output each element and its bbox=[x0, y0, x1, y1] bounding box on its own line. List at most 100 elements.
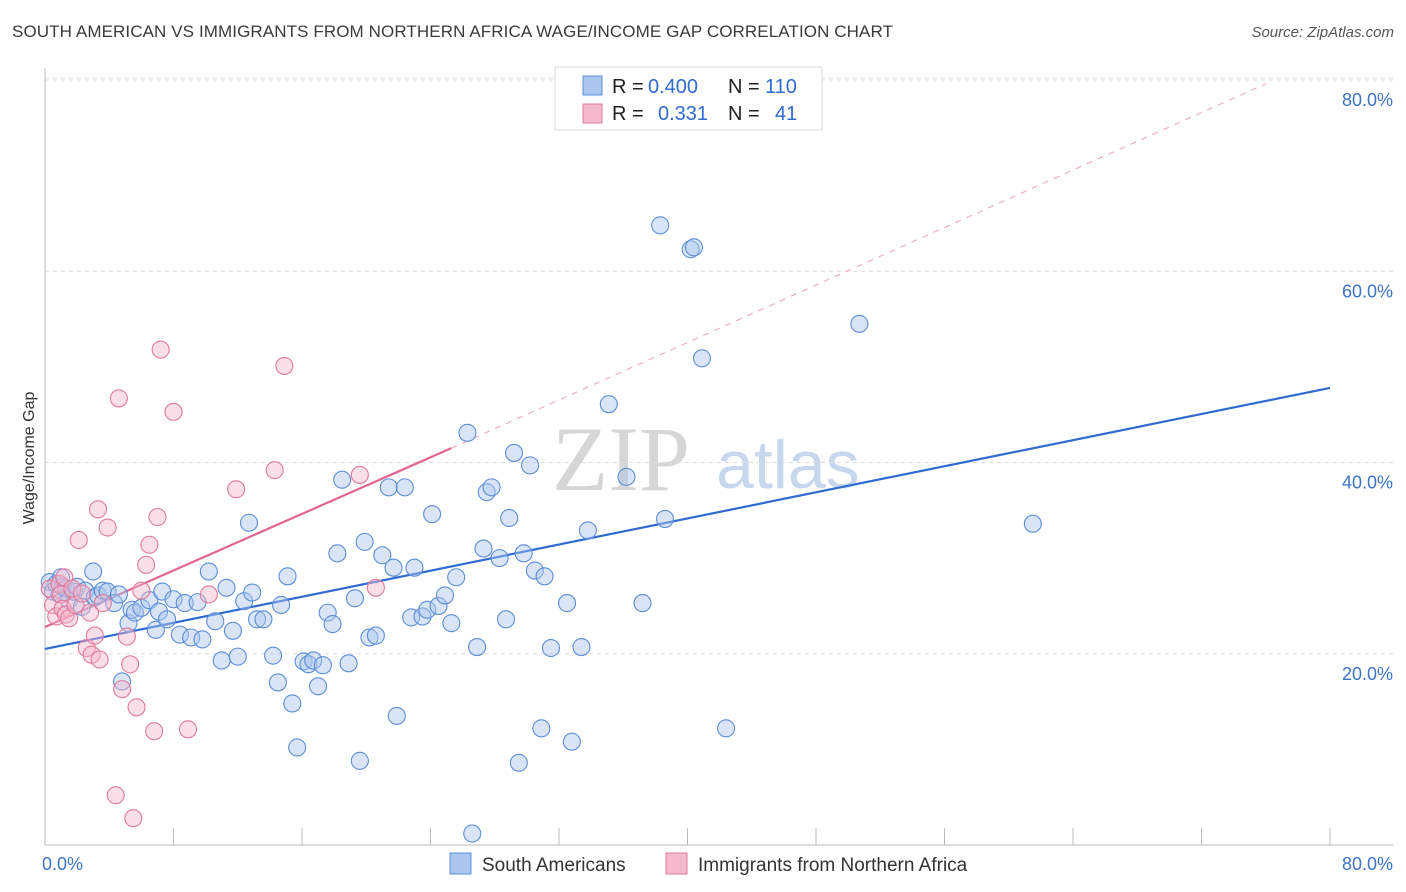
legend-n-value-1: 110 bbox=[765, 76, 797, 98]
northern-africa-point-37 bbox=[227, 480, 246, 499]
axes bbox=[44, 68, 1393, 846]
y-tick-label-80: 80.0% bbox=[1342, 90, 1393, 110]
legend-r-value-2: 0.331 bbox=[658, 103, 708, 125]
south-americans-point-76 bbox=[423, 505, 442, 524]
northern-africa-point-30 bbox=[140, 535, 159, 554]
south-americans-point-87 bbox=[490, 549, 509, 568]
northern-africa-point-14 bbox=[80, 603, 100, 622]
south-americans-point-89 bbox=[500, 508, 519, 528]
legend-n-value-2: 41 bbox=[775, 103, 797, 125]
chart-title: SOUTH AMERICAN VS IMMIGRANTS FROM NORTHE… bbox=[12, 22, 894, 41]
y-tick-label-60: 60.0% bbox=[1342, 281, 1393, 301]
south-americans-point-84 bbox=[474, 539, 493, 558]
south-americans-point-81 bbox=[458, 423, 477, 442]
south-americans-point-56 bbox=[313, 656, 332, 675]
south-americans-point-12 bbox=[84, 562, 103, 581]
south-americans-point-28 bbox=[158, 610, 177, 629]
south-americans-point-103 bbox=[617, 467, 636, 486]
south-americans-point-75 bbox=[418, 600, 437, 619]
legend-r-label-2: R = bbox=[612, 103, 644, 125]
stats-legend: R = 0.400 N = 110 R = 0.331 N = 41 bbox=[554, 66, 823, 131]
south-americans-point-58 bbox=[323, 615, 342, 634]
northern-africa-point-25 bbox=[121, 655, 140, 674]
south-americans-point-94 bbox=[525, 561, 544, 580]
south-americans-point-104 bbox=[633, 594, 652, 613]
northern-africa-point-18 bbox=[90, 650, 109, 669]
northern-africa-point-20 bbox=[98, 518, 117, 537]
south-americans-point-20 bbox=[119, 614, 138, 633]
south-americans-point-31 bbox=[175, 594, 194, 613]
northern-africa-point-32 bbox=[148, 507, 167, 527]
south-americans-point-98 bbox=[557, 594, 577, 613]
south-americans-point-32 bbox=[182, 628, 201, 647]
trendline-northern-africa-extended bbox=[451, 83, 1266, 449]
watermark-zip: ZIP bbox=[552, 408, 690, 510]
south-americans-point-69 bbox=[384, 558, 403, 577]
northern-africa-point-41 bbox=[366, 578, 385, 597]
south-americans-point-106 bbox=[655, 509, 675, 528]
watermark-atlas: atlas bbox=[716, 427, 860, 503]
south-americans-point-92 bbox=[514, 544, 533, 563]
northern-africa-point-34 bbox=[164, 402, 183, 421]
south-americans-point-67 bbox=[373, 546, 392, 565]
south-americans-point-42 bbox=[239, 513, 259, 532]
south-americans-point-79 bbox=[442, 614, 461, 633]
south-americans-point-111 bbox=[850, 314, 869, 333]
trendline-south-americans bbox=[44, 386, 1331, 651]
south-americans-point-44 bbox=[247, 610, 267, 629]
northern-africa-point-17 bbox=[88, 500, 108, 519]
legend-r-label-1: R = bbox=[612, 76, 644, 98]
south-americans-point-61 bbox=[339, 654, 358, 673]
south-americans-point-51 bbox=[288, 738, 307, 757]
south-americans-point-86 bbox=[482, 478, 501, 497]
south-americans-point-65 bbox=[360, 628, 379, 647]
northern-africa-point-29 bbox=[137, 555, 156, 574]
south-americans-point-102 bbox=[599, 395, 618, 414]
south-americans-point-80 bbox=[447, 568, 466, 587]
south-americans-point-63 bbox=[350, 751, 369, 770]
northern-africa-point-36 bbox=[199, 585, 218, 604]
northern-africa-point-24 bbox=[117, 627, 136, 646]
south-americans-point-96 bbox=[535, 567, 554, 586]
south-americans-point-34 bbox=[193, 630, 212, 649]
south-americans-point-91 bbox=[509, 753, 528, 772]
northern-africa-point-26 bbox=[124, 809, 143, 828]
south-americans-point-90 bbox=[504, 443, 524, 462]
south-americans-point-39 bbox=[223, 621, 242, 640]
northern-africa-point-31 bbox=[145, 722, 164, 741]
south-americans-point-112 bbox=[1023, 514, 1042, 533]
south-americans-point-48 bbox=[272, 595, 291, 615]
series-swatch-northern-africa bbox=[665, 852, 688, 875]
northern-africa-point-40 bbox=[350, 465, 369, 484]
northern-africa-point-28 bbox=[132, 581, 151, 600]
south-americans-point-68 bbox=[379, 478, 398, 497]
south-americans-point-101 bbox=[578, 521, 597, 540]
series-legend: South Americans Immigrants from Northern… bbox=[449, 852, 968, 876]
south-americans-point-59 bbox=[328, 544, 347, 563]
south-americans-point-109 bbox=[692, 349, 712, 368]
gridlines bbox=[45, 77, 1393, 655]
south-americans-point-57 bbox=[318, 603, 337, 622]
south-americans-point-49 bbox=[278, 567, 297, 586]
south-americans-point-62 bbox=[345, 589, 365, 608]
northern-africa-point-27 bbox=[127, 698, 146, 717]
south-americans-point-36 bbox=[206, 612, 225, 631]
northern-africa-point-33 bbox=[151, 340, 170, 359]
south-americans-point-97 bbox=[541, 638, 561, 658]
south-americans-point-71 bbox=[395, 478, 414, 497]
south-americans-point-99 bbox=[562, 732, 581, 751]
south-americans-point-37 bbox=[212, 651, 231, 670]
trendline-northern-africa bbox=[44, 447, 452, 628]
northern-africa-point-19 bbox=[93, 594, 112, 613]
legend-swatch-blue bbox=[582, 75, 603, 96]
south-americans-point-73 bbox=[405, 558, 424, 577]
south-americans-point-16 bbox=[98, 582, 117, 601]
legend-n-label-1: N = bbox=[728, 76, 760, 98]
legend-swatch-pink bbox=[582, 103, 603, 124]
south-americans-point-50 bbox=[283, 694, 302, 713]
south-americans-point-82 bbox=[463, 824, 482, 843]
south-americans-point-35 bbox=[199, 562, 218, 581]
south-americans-point-40 bbox=[228, 647, 247, 666]
legend-r-value-1: 0.400 bbox=[648, 76, 698, 98]
